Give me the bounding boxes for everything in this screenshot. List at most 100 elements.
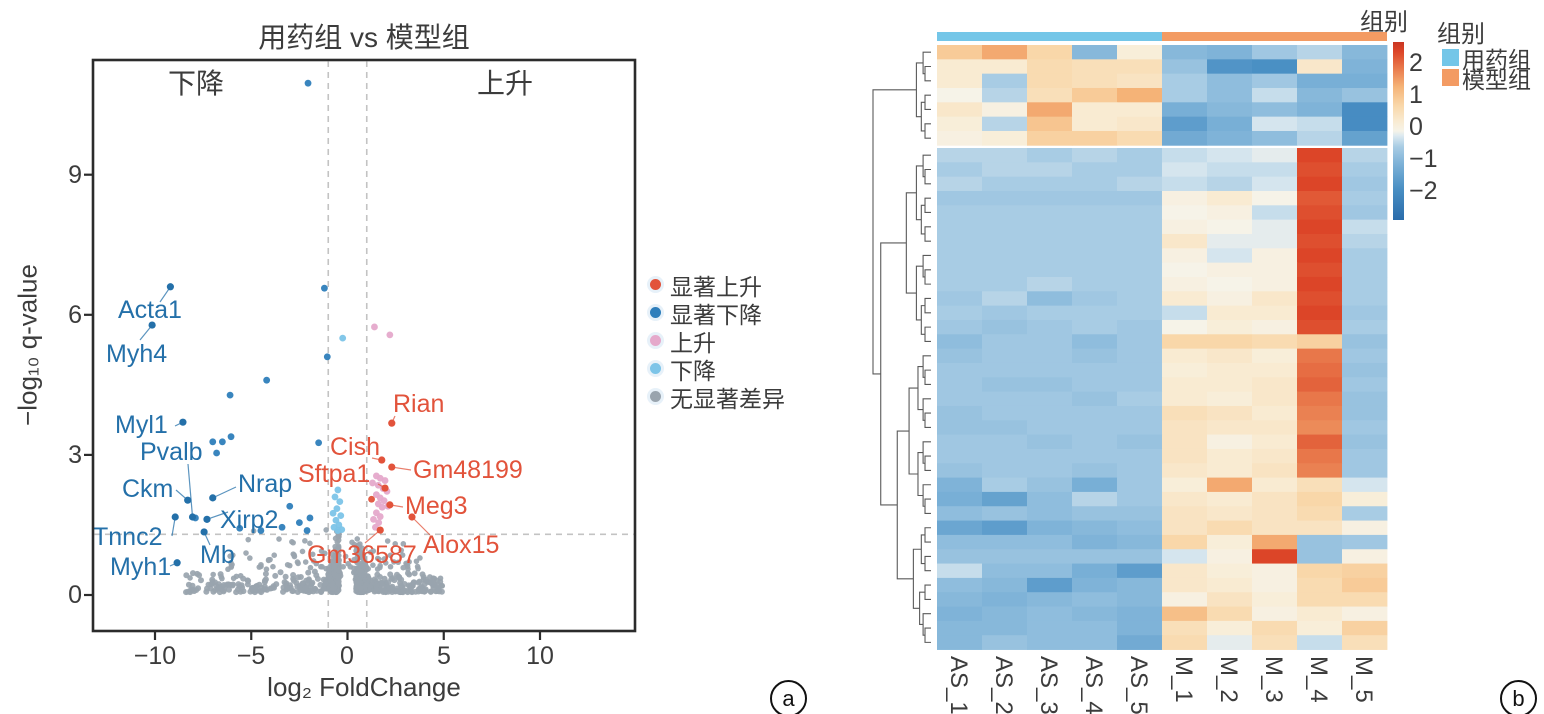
heatmap-cell xyxy=(1162,520,1208,536)
legend-label: 显著上升 xyxy=(670,273,762,300)
heatmap-cell xyxy=(1252,87,1298,103)
legend-dot-ns xyxy=(650,391,661,402)
scatter-point-ns xyxy=(384,538,391,544)
scatter-point-ns xyxy=(355,565,362,571)
annotation-bar-treatment-group xyxy=(937,32,1162,41)
scatter-point-ns xyxy=(212,579,219,585)
heatmap-cell xyxy=(982,420,1028,435)
scatter-point-ns xyxy=(398,582,405,589)
heatmap-cell xyxy=(1117,190,1163,206)
heatmap-cell xyxy=(1207,219,1253,235)
heatmap-cell xyxy=(1342,334,1388,350)
scatter-point-ns xyxy=(299,548,306,555)
gene-label-connector xyxy=(212,486,237,499)
heatmap-cell xyxy=(937,448,983,464)
volcano-plot-area xyxy=(94,61,634,630)
gene-label: Acta1 xyxy=(118,296,182,324)
heatmap-cell xyxy=(1117,592,1163,607)
heatmap-cell xyxy=(1117,130,1163,146)
scatter-point-ns xyxy=(282,573,289,580)
heatmap-cell xyxy=(1342,73,1388,89)
heatmap-cell xyxy=(1162,319,1208,335)
heatmap-cell xyxy=(1297,233,1343,249)
heatmap-cell xyxy=(1342,102,1388,118)
scatter-point-ns xyxy=(326,573,333,580)
heatmap-cell xyxy=(1297,362,1343,378)
scatter-point-ns xyxy=(299,580,306,587)
heatmap-cell xyxy=(1207,563,1253,579)
heatmap-cell xyxy=(982,262,1028,278)
heatmap-legend: 用药组 模型组 xyxy=(1442,47,1531,93)
heatmap-cell xyxy=(1027,59,1073,75)
gene-label: Cish xyxy=(330,433,380,461)
scatter-point-ns xyxy=(435,584,442,591)
heatmap-cell xyxy=(1297,319,1343,335)
heatmap-cell xyxy=(1027,491,1073,507)
scatter-point-ns xyxy=(291,552,297,558)
heatmap-cell xyxy=(982,305,1028,321)
heatmap-cell xyxy=(1072,305,1118,321)
heatmap-cell xyxy=(1252,59,1298,75)
heatmap-cell xyxy=(1162,87,1208,103)
scatter-point-ns xyxy=(392,541,399,547)
scatter-point-ns xyxy=(387,552,394,559)
scatter-point-ns xyxy=(404,570,411,577)
heatmap-cell xyxy=(982,606,1028,622)
gene-point-sig-down xyxy=(166,283,174,291)
gene-label: Meg3 xyxy=(405,492,468,520)
gene-label-connector xyxy=(411,516,431,536)
scatter-point-ns xyxy=(318,548,325,554)
heatmap-cell xyxy=(1162,563,1208,579)
heatmap-cell xyxy=(1342,520,1388,536)
heatmap-cell xyxy=(1207,534,1253,550)
heatmap-cell xyxy=(1342,534,1388,550)
heatmap-cell xyxy=(1162,248,1208,264)
scatter-point-ns xyxy=(226,586,233,593)
scatter-point-down xyxy=(337,512,345,520)
heatmap-cell xyxy=(1342,477,1388,493)
heatmap-cell xyxy=(1207,248,1253,264)
heatmap-cell xyxy=(937,635,983,650)
heatmap-cell xyxy=(937,477,983,493)
legend-dot-down xyxy=(650,363,661,374)
heatmap-cell xyxy=(1342,592,1388,607)
scatter-point-ns xyxy=(336,548,342,554)
scatter-point-down xyxy=(334,527,342,534)
heatmap-cell xyxy=(937,549,983,564)
heatmap-cell xyxy=(1297,334,1343,350)
legend-item: 下降 xyxy=(650,356,785,384)
heatmap-cell xyxy=(1027,348,1073,364)
heatmap-cell xyxy=(937,262,983,278)
heatmap-cell xyxy=(1117,73,1163,89)
heatmap-cell xyxy=(937,463,983,478)
heatmap-cell xyxy=(937,102,983,118)
scatter-point-ns xyxy=(415,565,421,572)
scatter-point-sig-down xyxy=(321,284,328,292)
heatmap-cell xyxy=(1207,448,1253,464)
heatmap-cell xyxy=(1297,59,1343,75)
heatmap-cell xyxy=(1297,148,1343,163)
heatmap-cell xyxy=(1252,592,1298,607)
heatmap-cell xyxy=(937,73,983,89)
heatmap-cell xyxy=(982,162,1028,178)
heatmap-cell xyxy=(1072,291,1118,307)
heatmap-cell xyxy=(1027,305,1073,321)
heatmap-cell xyxy=(1072,205,1118,221)
heatmap-cell xyxy=(1117,635,1163,650)
heatmap-cell xyxy=(1117,45,1163,60)
heatmap-cell xyxy=(982,534,1028,550)
heatmap-cell xyxy=(1072,59,1118,75)
heatmap-cell xyxy=(1342,176,1388,192)
heatmap-cell xyxy=(1207,87,1253,103)
gene-label: Rian xyxy=(393,390,444,418)
heatmap-cell xyxy=(1207,205,1253,221)
heatmap-cell xyxy=(1342,45,1388,60)
scatter-point-up xyxy=(381,477,389,484)
gene-point-sig-down xyxy=(173,559,181,567)
scatter-point-up xyxy=(376,513,384,520)
heatmap-cell xyxy=(1207,276,1253,292)
heatmap-cell xyxy=(1162,577,1208,593)
heatmap-cell xyxy=(1072,577,1118,593)
heatmap-cell xyxy=(1207,463,1253,478)
heatmap-cell xyxy=(1162,549,1208,564)
